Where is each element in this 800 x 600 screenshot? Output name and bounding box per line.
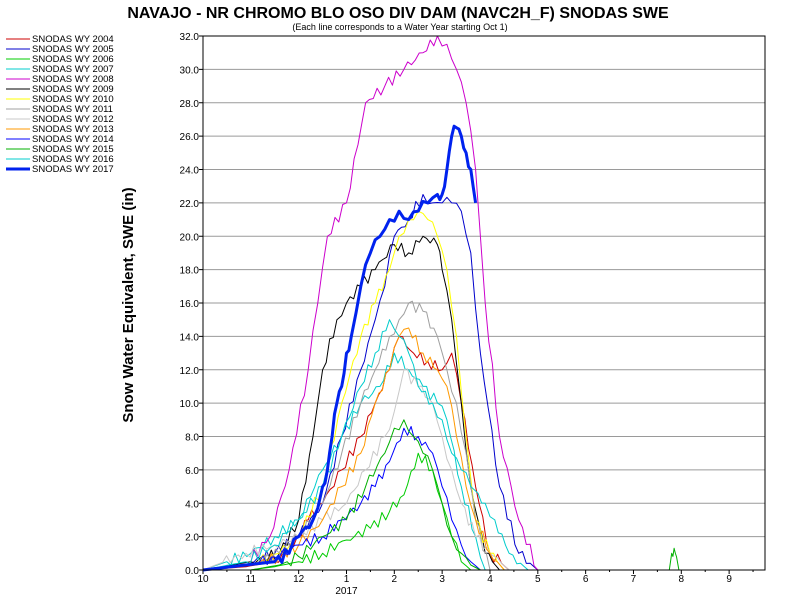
legend-entry: SNODAS WY 2012 bbox=[32, 114, 114, 125]
grid-lines bbox=[203, 35, 765, 571]
y-tick-label: 8.0 bbox=[185, 433, 199, 444]
x-tick-label: 9 bbox=[726, 574, 732, 585]
series-line-snodas-wy-2015 bbox=[203, 419, 680, 571]
legend-entry: SNODAS WY 2008 bbox=[32, 74, 114, 85]
series-line-snodas-wy-2012 bbox=[202, 368, 510, 571]
series-line-snodas-wy-2011 bbox=[202, 300, 491, 571]
x-tick-label: 5 bbox=[535, 574, 541, 585]
legend-entry: SNODAS WY 2016 bbox=[32, 154, 114, 165]
y-tick-label: 28.0 bbox=[180, 99, 200, 110]
plot-frame bbox=[202, 35, 766, 571]
x-tick-label: 3 bbox=[439, 574, 445, 585]
y-tick-label: 32.0 bbox=[180, 32, 200, 43]
x-tick-label: 6 bbox=[583, 574, 589, 585]
y-tick-label: 26.0 bbox=[180, 132, 200, 143]
x-tick-label: 11 bbox=[246, 574, 257, 585]
legend-entry: SNODAS WY 2013 bbox=[32, 124, 114, 135]
y-axis-ticks: 0.0 2.0 4.0 6.0 8.0 10.0 12.0 14.0 16.0 18.0 20.0 2… bbox=[180, 32, 203, 577]
y-axis-label: Snow Water Equivalent, SWE (in) bbox=[120, 187, 137, 422]
legend-entry: SNODAS WY 2010 bbox=[32, 94, 114, 105]
legend-entry: SNODAS WY 2014 bbox=[32, 134, 114, 145]
y-tick-label: 10.0 bbox=[180, 399, 200, 410]
legend-entry: SNODAS WY 2004 bbox=[32, 34, 114, 45]
x-tick-label: 10 bbox=[197, 574, 209, 585]
x-tick-label: 12 bbox=[293, 574, 305, 585]
series-line-snodas-wy-2014 bbox=[202, 426, 481, 571]
series-line-snodas-wy-2016 bbox=[202, 319, 529, 571]
year-label: 2017 bbox=[335, 586, 358, 597]
series-line-snodas-wy-2017 bbox=[202, 124, 478, 572]
chart-title: NAVAJO - NR CHROMO BLO OSO DIV DAM (NAVC… bbox=[127, 5, 669, 22]
x-tick-label: 4 bbox=[487, 574, 493, 585]
series-line-snodas-wy-2008 bbox=[202, 35, 539, 571]
legend-entry: SNODAS WY 2005 bbox=[32, 44, 114, 55]
y-tick-label: 22.0 bbox=[180, 199, 200, 210]
legend-entry: SNODAS WY 2006 bbox=[32, 54, 114, 65]
y-tick-label: 24.0 bbox=[180, 166, 200, 177]
y-tick-label: 2.0 bbox=[185, 533, 199, 544]
chart-subtitle: (Each line corresponds to a Water Year s… bbox=[292, 22, 507, 32]
y-tick-label: 14.0 bbox=[180, 332, 200, 343]
y-tick-label: 12.0 bbox=[180, 366, 200, 377]
y-tick-label: 4.0 bbox=[185, 499, 199, 510]
y-tick-label: 0.0 bbox=[185, 566, 199, 577]
legend-entry: SNODAS WY 2015 bbox=[32, 144, 114, 155]
series-lines bbox=[202, 35, 680, 572]
legend-entry: SNODAS WY 2017 bbox=[32, 164, 114, 175]
y-tick-label: 30.0 bbox=[180, 65, 200, 76]
legend-entry: SNODAS WY 2009 bbox=[32, 84, 114, 95]
series-line-snodas-wy-2007 bbox=[202, 352, 486, 571]
x-tick-label: 8 bbox=[679, 574, 685, 585]
legend-entry: SNODAS WY 2007 bbox=[32, 64, 114, 75]
x-tick-label: 7 bbox=[631, 574, 637, 585]
x-tick-label: 2 bbox=[392, 574, 398, 585]
y-tick-label: 16.0 bbox=[180, 299, 200, 310]
y-tick-label: 6.0 bbox=[185, 466, 199, 477]
x-tick-label: 1 bbox=[344, 574, 350, 585]
legend-entry: SNODAS WY 2011 bbox=[32, 104, 113, 115]
y-tick-label: 18.0 bbox=[180, 266, 200, 277]
y-tick-label: 20.0 bbox=[180, 232, 200, 243]
